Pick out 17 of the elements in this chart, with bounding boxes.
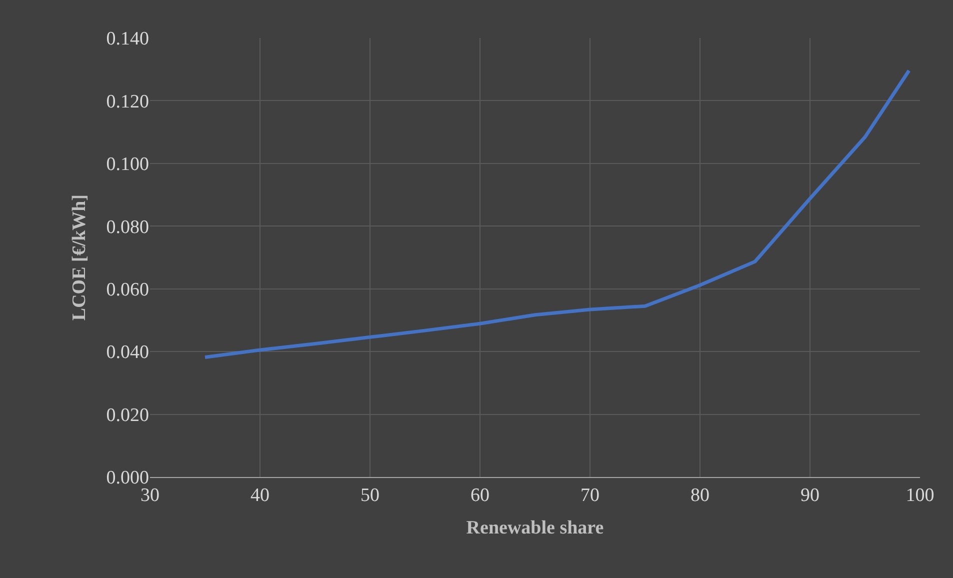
y-tick-label: 0.120 xyxy=(106,91,149,112)
x-tick-label: 40 xyxy=(250,484,270,506)
x-tick-label: 70 xyxy=(580,484,600,506)
x-tick-label: 100 xyxy=(906,484,934,506)
x-axis-title: Renewable share xyxy=(466,518,604,539)
x-tick-label: 90 xyxy=(800,484,820,506)
y-tick-label: 0.080 xyxy=(106,216,149,238)
x-tick-label: 80 xyxy=(690,484,710,506)
y-tick-label: 0.040 xyxy=(106,342,149,364)
x-tick-label: 60 xyxy=(470,484,490,506)
y-tick-label: 0.140 xyxy=(106,28,149,50)
y-tick-label: 0.100 xyxy=(106,154,149,176)
y-axis-title: LCOE [€/kWh] xyxy=(69,194,90,321)
x-tick-label: 50 xyxy=(360,484,380,506)
y-tick-label: 0.020 xyxy=(106,404,149,426)
line-series xyxy=(203,68,911,359)
y-tick-label: 0.060 xyxy=(106,280,149,301)
